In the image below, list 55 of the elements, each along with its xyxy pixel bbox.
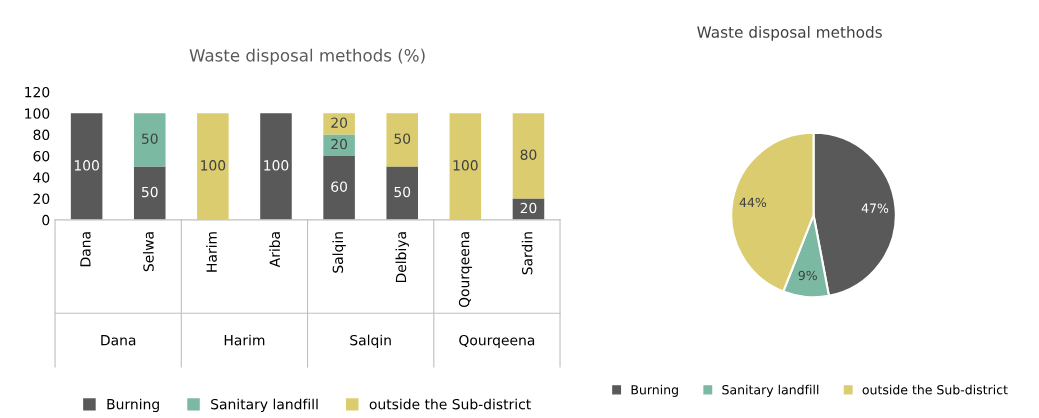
data-label: 50 xyxy=(394,186,411,198)
chart-title: Waste disposal methods (%) xyxy=(189,48,425,65)
x-tick-label: Selwa xyxy=(143,232,154,272)
bar xyxy=(323,134,355,156)
legend-label: outside the Sub-district xyxy=(369,398,531,410)
x-tick-label: Salqin xyxy=(332,232,346,273)
y-tick-label: 20 xyxy=(33,193,50,205)
data-label: 20 xyxy=(331,117,348,128)
y-tick-label: 80 xyxy=(33,129,50,141)
legend-label: Burning xyxy=(107,398,159,413)
x-tick-label: Sardin xyxy=(521,232,533,275)
x-tick-label: Harim xyxy=(206,232,217,272)
bar xyxy=(512,113,545,199)
data-label: 50 xyxy=(141,133,158,144)
text: Dana xyxy=(101,335,136,346)
y-tick-label: 0 xyxy=(42,214,50,226)
bar xyxy=(386,166,418,220)
y-tick-label: 100 xyxy=(25,108,50,119)
bar xyxy=(449,113,482,220)
data-label: 100 xyxy=(264,160,289,171)
data-label: 50 xyxy=(141,186,158,198)
data-label: 100 xyxy=(201,160,226,171)
data-label: 100 xyxy=(74,160,99,171)
legend-label: Sanitary landfill xyxy=(211,398,318,413)
y-tick-label: 60 xyxy=(33,150,50,162)
data-label: 20 xyxy=(520,202,537,214)
data-label: 80 xyxy=(520,149,537,160)
data-label: 47% xyxy=(861,203,889,213)
y-tick-label: 120 xyxy=(25,86,50,98)
legend-label: Burning xyxy=(631,384,678,397)
y-tick-label: 40 xyxy=(33,172,50,183)
legend-label: Sanitary landfill xyxy=(722,384,819,397)
data-label: 100 xyxy=(453,160,478,171)
x-tick-label: Delbiya xyxy=(395,232,409,283)
data-label: 20 xyxy=(331,138,348,150)
data-label: 44% xyxy=(739,197,767,208)
text: Qourqeena xyxy=(459,334,535,349)
bar xyxy=(133,166,166,220)
data-label: 60 xyxy=(331,181,348,192)
bar xyxy=(133,113,166,167)
bar xyxy=(260,113,292,220)
data-label: 50 xyxy=(394,133,411,144)
bar xyxy=(70,113,103,220)
x-tick-label: Qourqeena xyxy=(458,232,473,308)
bar xyxy=(323,113,355,135)
x-tick-label: Ariba xyxy=(269,232,281,268)
chart-title: Waste disposal methods xyxy=(697,26,882,41)
bar xyxy=(197,113,229,220)
x-tick-label: Dana xyxy=(80,232,91,267)
text: Salqin xyxy=(350,334,391,349)
bar xyxy=(386,113,418,167)
text: Harim xyxy=(224,334,265,346)
data-label: 9% xyxy=(798,270,817,281)
legend-label: outside the Sub-district xyxy=(862,384,1008,395)
bar xyxy=(323,155,355,220)
